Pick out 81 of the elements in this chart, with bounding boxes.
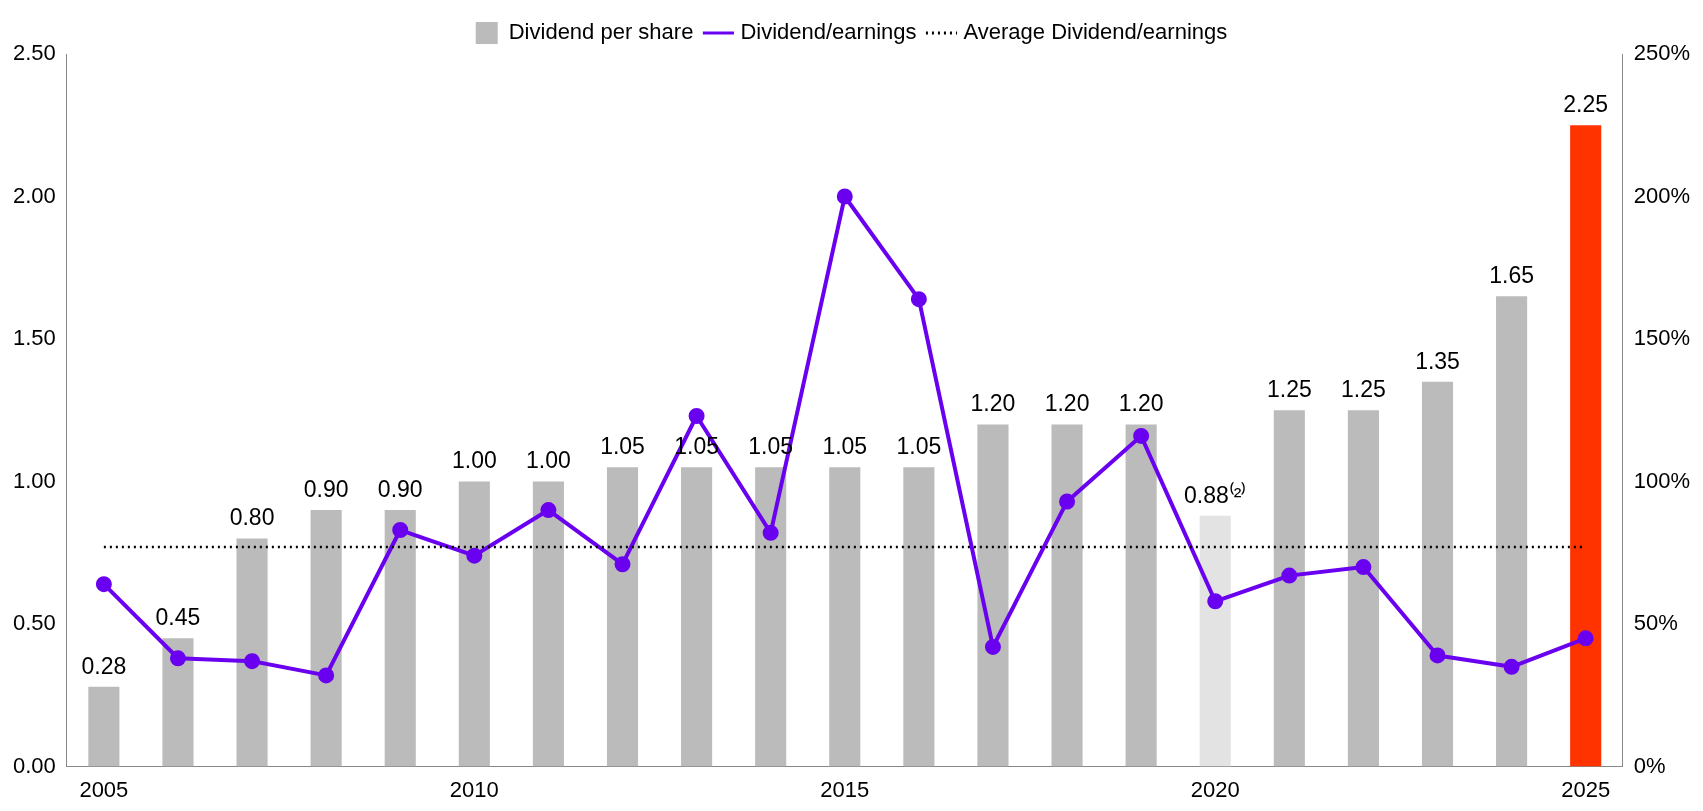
bar: [1570, 125, 1602, 767]
y2-tick-label: 0%: [1633, 752, 1666, 778]
bar: [236, 538, 268, 767]
bar: [1125, 424, 1157, 767]
point: [95, 576, 112, 593]
data-label: 0.90: [377, 475, 423, 502]
point: [910, 291, 927, 308]
bar: [1051, 424, 1083, 767]
x-tick-label: 2010: [449, 776, 499, 802]
data-label: 1.00: [526, 447, 571, 474]
bar: [532, 481, 564, 767]
y-tick-label: 0.00: [12, 752, 56, 778]
data-label: 1.05: [600, 433, 645, 460]
data-label: 2.25: [1563, 91, 1609, 118]
x-tick-label: 2020: [1190, 776, 1240, 802]
data-label: 1.00: [451, 447, 497, 474]
bar: [384, 510, 416, 767]
y2-tick-label: 250%: [1633, 40, 1691, 66]
point: [1059, 493, 1076, 510]
bar: [681, 467, 713, 767]
bar: [88, 686, 120, 767]
y-tick-label: 1.00: [12, 467, 56, 493]
y2-tick-label: 50%: [1633, 610, 1678, 636]
bar: [1273, 410, 1305, 767]
data-label: 1.25: [1341, 376, 1386, 403]
point: [836, 188, 853, 205]
bar: [1199, 515, 1231, 767]
y2-tick-label: 100%: [1633, 467, 1691, 493]
data-label: 1.05: [896, 433, 942, 460]
y2-tick-label: 200%: [1633, 182, 1691, 208]
x-tick-label: 2005: [79, 776, 129, 802]
data-label: 1.35: [1415, 347, 1460, 374]
data-label: 0.45: [155, 604, 201, 631]
point: [466, 547, 483, 564]
point: [762, 524, 779, 541]
data-label: 0.88⁽²⁾: [1184, 481, 1247, 508]
point: [1429, 647, 1446, 664]
point: [1503, 658, 1520, 675]
point: [169, 650, 186, 667]
bar: [903, 467, 935, 767]
legend-label: Average Dividend/earnings: [963, 19, 1228, 45]
bar: [1347, 410, 1379, 767]
x-tick-label: 2025: [1561, 776, 1611, 802]
point: [688, 408, 705, 424]
y-tick-label: 2.00: [12, 182, 56, 208]
point: [244, 653, 261, 670]
bar: [606, 467, 639, 767]
data-label: 0.80: [229, 504, 275, 531]
data-label: 1.25: [1266, 376, 1312, 403]
bar: [755, 467, 787, 767]
point: [614, 556, 631, 573]
legend-label: Dividend/earnings: [740, 19, 917, 45]
point: [1207, 593, 1224, 610]
data-label: 1.05: [822, 433, 868, 460]
point: [1355, 559, 1372, 576]
data-label: 1.65: [1489, 262, 1534, 289]
y-tick-label: 0.50: [12, 610, 56, 636]
point: [984, 638, 1001, 655]
bar: [1421, 381, 1454, 767]
x-tick-label: 2015: [820, 776, 870, 802]
bar: [1496, 296, 1528, 767]
data-label: 1.20: [970, 390, 1016, 417]
bar: [310, 510, 342, 767]
y2-tick-label: 150%: [1633, 325, 1691, 351]
data-label: 1.20: [1118, 390, 1164, 417]
point: [1577, 630, 1594, 647]
point: [392, 522, 409, 539]
point: [1281, 567, 1298, 584]
data-label: 0.28: [81, 652, 127, 679]
data-label: 1.20: [1044, 390, 1090, 417]
point: [318, 667, 335, 684]
bar: [162, 638, 194, 767]
y-tick-label: 2.50: [12, 40, 56, 66]
bar: [829, 467, 861, 767]
legend-label: Dividend per share: [508, 19, 694, 45]
data-label: 0.90: [303, 475, 349, 502]
point: [540, 502, 557, 519]
bar: [977, 424, 1009, 767]
point: [1133, 427, 1150, 444]
bar: [458, 481, 490, 767]
y-tick-label: 1.50: [12, 325, 56, 351]
